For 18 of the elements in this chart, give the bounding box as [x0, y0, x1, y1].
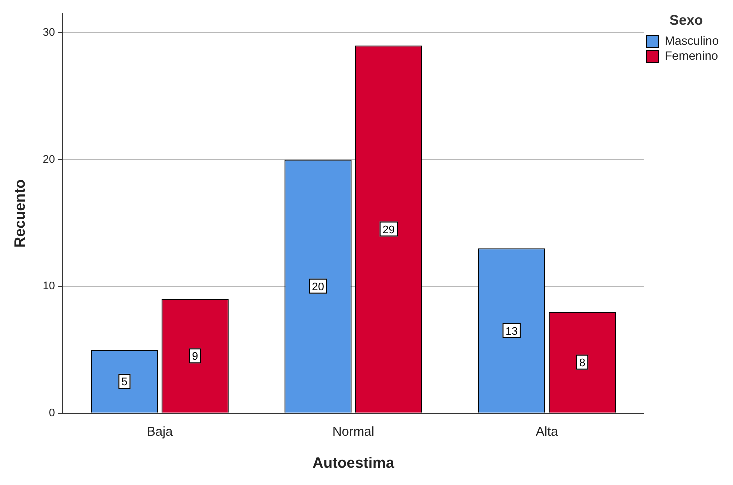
- data-label: 29: [382, 224, 396, 236]
- y-axis-title: Recuento: [12, 180, 30, 248]
- legend-label: Femenino: [664, 49, 719, 64]
- data-label: 9: [192, 351, 198, 364]
- y-tick-label: 20: [42, 154, 56, 166]
- data-label: 8: [579, 357, 586, 370]
- legend-title: Sexo: [670, 12, 704, 28]
- x-axis-title: Autoestima: [312, 455, 396, 472]
- x-tick-label: Baja: [147, 424, 174, 439]
- y-tick-label: 30: [42, 27, 56, 40]
- x-tick-label: Normal: [332, 424, 375, 439]
- data-label: 5: [122, 376, 128, 388]
- data-label: 13: [506, 326, 518, 338]
- legend-label: Masculino: [664, 34, 720, 48]
- data-label: 20: [312, 281, 324, 294]
- y-tick-label: 0: [49, 407, 56, 420]
- x-tick-label: Alta: [536, 424, 560, 439]
- y-tick-label: 10: [42, 280, 56, 293]
